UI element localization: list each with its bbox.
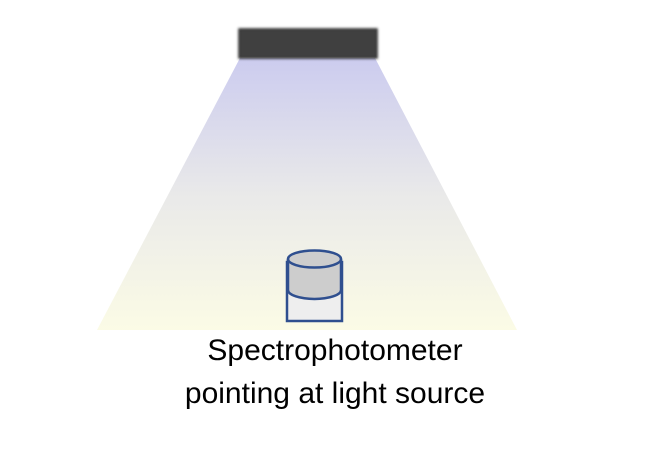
light-beam [97, 58, 517, 330]
caption-line-1: Spectrophotometer [207, 334, 463, 367]
spectrophotometer-top [286, 249, 343, 269]
light-source [238, 28, 378, 59]
spectrophotometer [285, 249, 344, 323]
caption-line-2: pointing at light source [184, 377, 486, 410]
spectrophotometer-barrel [286, 258, 343, 301]
